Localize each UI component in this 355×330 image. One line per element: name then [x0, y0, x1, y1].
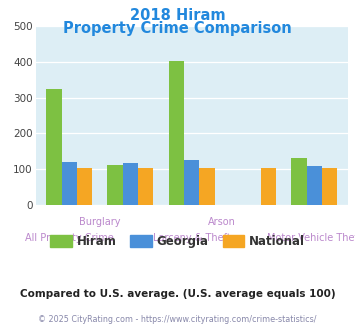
Bar [108, 165, 123, 205]
Bar [61, 162, 77, 205]
Text: Property Crime Comparison: Property Crime Comparison [63, 21, 292, 36]
Bar [169, 61, 184, 205]
Bar [307, 166, 322, 205]
Bar [123, 163, 138, 205]
Legend: Hiram, Georgia, National: Hiram, Georgia, National [46, 231, 309, 253]
Bar [322, 168, 337, 205]
Text: Burglary: Burglary [79, 217, 121, 227]
Bar [184, 160, 200, 205]
Bar [46, 89, 61, 205]
Bar [77, 168, 92, 205]
Bar [200, 168, 215, 205]
Text: Compared to U.S. average. (U.S. average equals 100): Compared to U.S. average. (U.S. average … [20, 289, 335, 299]
Text: Motor Vehicle Theft: Motor Vehicle Theft [267, 233, 355, 243]
Text: Arson: Arson [208, 217, 236, 227]
Text: © 2025 CityRating.com - https://www.cityrating.com/crime-statistics/: © 2025 CityRating.com - https://www.city… [38, 315, 317, 324]
Bar [138, 168, 153, 205]
Text: All Property Crime: All Property Crime [25, 233, 114, 243]
Text: Larceny & Theft: Larceny & Theft [153, 233, 231, 243]
Bar [291, 158, 307, 205]
Bar [261, 168, 276, 205]
Text: 2018 Hiram: 2018 Hiram [130, 8, 225, 23]
